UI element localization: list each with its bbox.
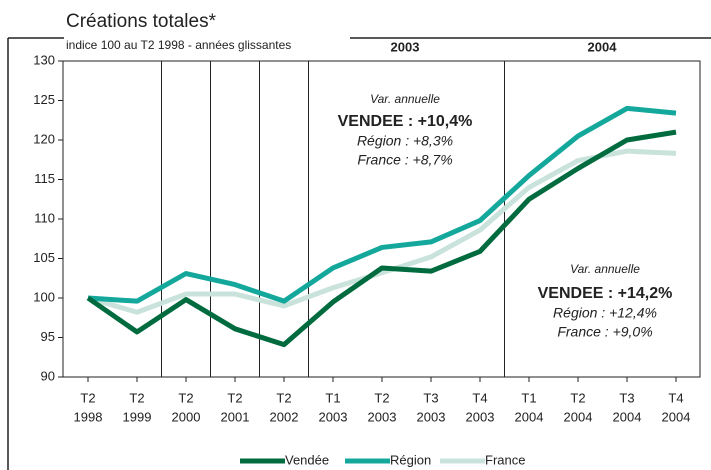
series-line: [86, 129, 677, 348]
x-tick-label: T2: [80, 390, 95, 405]
y-tick-label: 95: [41, 329, 55, 344]
x-tick-label: 2003: [368, 409, 397, 424]
chart-subtitle: indice 100 au T2 1998 - années glissante…: [66, 38, 291, 52]
x-tick-label: 2004: [515, 409, 544, 424]
y-tick-label: 110: [34, 210, 55, 225]
x-tick-label: 2000: [172, 409, 201, 424]
annotation: Région : +12,4%: [553, 305, 657, 321]
annotation: Région : +8,3%: [357, 133, 453, 149]
annotation: Var. annuelle: [370, 92, 440, 106]
legend-label: Vendée: [285, 452, 329, 467]
y-tick-label: 115: [34, 171, 55, 186]
x-tick-label: T3: [423, 390, 438, 405]
annotation: Var. annuelle: [570, 262, 640, 276]
y-tick-label: 125: [33, 92, 55, 107]
period-label: 2003: [391, 39, 420, 54]
x-tick-label: 1999: [123, 409, 152, 424]
annotation: France : +8,7%: [357, 152, 452, 168]
x-tick-label: T2: [374, 390, 389, 405]
x-tick-label: T4: [472, 390, 487, 405]
x-tick-label: T1: [325, 390, 340, 405]
y-tick-label: 100: [33, 289, 55, 304]
y-tick-label: 130: [33, 52, 55, 67]
annotation: VENDEE : +14,2%: [538, 285, 673, 302]
x-tick-label: 2003: [319, 409, 348, 424]
x-tick-label: T2: [178, 390, 193, 405]
legend-label: Région: [390, 452, 431, 467]
x-tick-label: 2001: [221, 409, 250, 424]
x-tick-label: 2003: [466, 409, 495, 424]
series-line: [87, 105, 677, 304]
x-tick-label: T2: [129, 390, 144, 405]
x-tick-label: 2004: [564, 409, 593, 424]
x-tick-label: T3: [619, 390, 634, 405]
chart-title: Créations totales*: [66, 11, 217, 32]
y-tick-label: 105: [33, 250, 55, 265]
x-tick-label: 1998: [74, 409, 103, 424]
x-tick-label: T1: [521, 390, 536, 405]
y-tick-label: 120: [33, 131, 55, 146]
x-tick-label: T2: [570, 390, 585, 405]
y-tick-label: 90: [41, 368, 55, 383]
period-label: 2004: [588, 39, 618, 54]
x-tick-label: T2: [276, 390, 291, 405]
x-tick-label: 2002: [270, 409, 299, 424]
x-tick-label: T4: [668, 390, 683, 405]
legend-label: France: [485, 452, 525, 467]
series-line: [87, 148, 677, 315]
annotation: France : +9,0%: [557, 324, 652, 340]
x-tick-label: 2004: [613, 409, 642, 424]
x-tick-label: 2003: [417, 409, 446, 424]
annotation: VENDEE : +10,4%: [338, 113, 473, 130]
x-tick-label: T2: [227, 390, 242, 405]
x-tick-label: 2004: [662, 409, 691, 424]
